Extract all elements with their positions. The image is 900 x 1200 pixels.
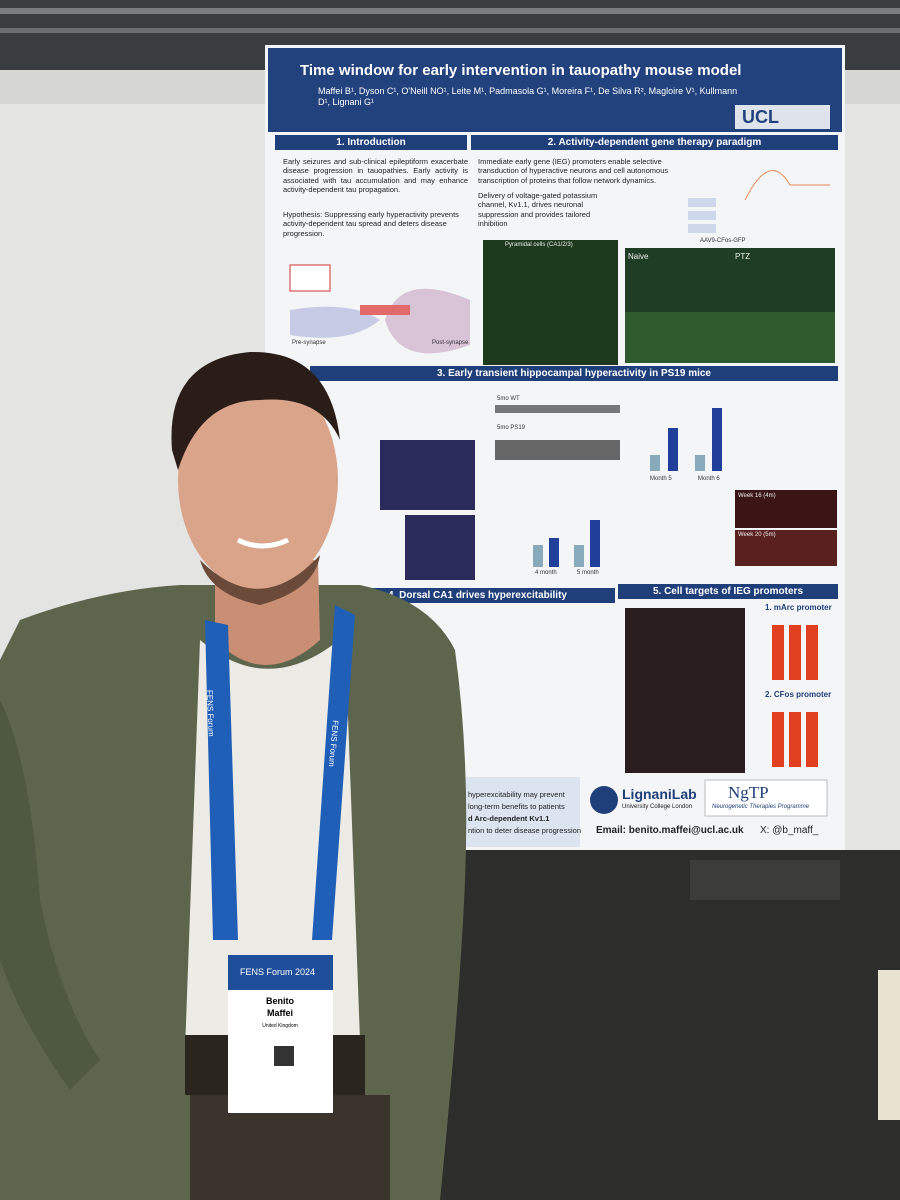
post-synapse — [385, 288, 470, 354]
lanyard-text: FENS Forum — [205, 690, 216, 737]
ceiling-beam — [0, 8, 900, 14]
label: AAV9-CFos-GFP — [700, 238, 746, 244]
bar-mark — [712, 408, 722, 471]
badge-event: FENS Forum 2024 — [240, 967, 315, 977]
histology — [625, 608, 745, 773]
bar-mark — [574, 545, 584, 567]
section-heading: 5. Cell targets of IEG promoters — [618, 584, 838, 599]
section-heading: 4. Dorsal CA1 drives hyperexcitability — [340, 588, 615, 603]
intro-text: Early seizures and sub-clinical epilepti… — [283, 157, 468, 195]
kv-box — [688, 198, 716, 207]
qr-code — [274, 1046, 294, 1066]
histology — [735, 490, 837, 528]
label: PTZ — [735, 252, 751, 261]
smile — [236, 537, 290, 549]
lanyard — [312, 605, 355, 940]
bar-mark — [668, 428, 678, 471]
conclusion-box — [465, 777, 580, 847]
label: 5mo PS19 — [497, 425, 526, 431]
label: Month 5 — [650, 476, 672, 482]
label: Month 6 — [698, 476, 720, 482]
kv-box — [688, 211, 716, 220]
badge-header — [228, 955, 333, 990]
label: 5mo WT — [497, 396, 520, 402]
kv-box — [688, 224, 716, 233]
histology — [735, 530, 837, 566]
lab-name: LignaniLab — [622, 786, 697, 802]
histology — [405, 515, 475, 580]
conclusion: hyperexcitability may prevent — [468, 790, 565, 799]
handle: X: @b_maff_ — [760, 825, 819, 836]
lab-logo — [590, 786, 618, 814]
label: 1. mArc promoter — [765, 603, 832, 612]
bar-mark — [789, 625, 801, 680]
histology — [380, 440, 475, 510]
lab-sub: University College London — [622, 804, 693, 810]
badge-last-name: Maffei — [267, 1008, 293, 1018]
bar-mark — [533, 545, 543, 567]
bar-mark — [772, 625, 784, 680]
badge-country: United Kingdom — [262, 1023, 298, 1029]
face — [178, 370, 338, 590]
hypothesis: Hypothesis: Suppressing early hyperactiv… — [283, 210, 459, 238]
bar-mark — [590, 520, 600, 567]
eeg-trace — [495, 405, 620, 413]
label: Post-synapse — [432, 340, 469, 346]
logo-box — [735, 105, 830, 129]
lanyard — [205, 620, 238, 940]
section-heading: 1. Introduction — [275, 135, 467, 150]
activity-curve — [744, 170, 830, 201]
bar-mark — [789, 712, 801, 767]
bar-mark — [806, 625, 818, 680]
conclusion: ntion to deter disease progression — [468, 826, 581, 835]
bag — [878, 970, 900, 1120]
label: Pyramidal cells (CA1/2/3) — [505, 242, 573, 248]
label: 4 month — [535, 570, 557, 576]
bar-mark — [650, 455, 660, 471]
poster-title: Time window for early intervention in ta… — [300, 62, 742, 79]
hair — [171, 351, 340, 470]
microscopy — [625, 312, 835, 363]
label: Week 16 (4m) — [738, 493, 776, 499]
conclusion: d Arc-dependent Kv1.1 — [468, 814, 550, 823]
section-text: Delivery of voltage-gated potassium chan… — [478, 191, 598, 229]
lanyard-text: FENS Forum — [327, 720, 340, 768]
bar-mark — [695, 455, 705, 471]
bar-mark — [772, 712, 784, 767]
ceiling-beam — [0, 28, 900, 33]
label: 2. CFos promoter — [765, 690, 832, 699]
poster-authors: Maffei B¹, Dyson C¹, O'Neill NO¹, Leite … — [318, 86, 738, 108]
microscopy — [483, 240, 618, 365]
eeg-trace — [495, 440, 620, 460]
trace-box — [289, 264, 331, 292]
logo: UCL — [742, 107, 779, 127]
label: Naive — [628, 252, 649, 261]
pre-synapse — [290, 306, 380, 338]
section-heading: 3. Early transient hippocampal hyperacti… — [310, 366, 838, 381]
beard — [200, 555, 320, 605]
email: Email: benito.maffei@ucl.ac.uk — [596, 825, 744, 836]
arm — [0, 700, 100, 1090]
bar-mark — [549, 538, 559, 567]
ngtp-sub: Neurogenetic Therapies Programme — [712, 804, 810, 810]
label: Pre-synapse — [292, 340, 326, 346]
section-text: Immediate early gene (IEG) promoters ena… — [478, 157, 669, 185]
section-heading: 2. Activity-dependent gene therapy parad… — [471, 135, 838, 150]
badge-first-name: Benito — [266, 996, 295, 1006]
floor-mat — [690, 860, 840, 900]
label: 5 month — [577, 570, 599, 576]
bar-mark — [806, 712, 818, 767]
ngtp-box — [704, 779, 828, 817]
conclusion: long-term benefits to patients — [468, 802, 565, 811]
label: Week 20 (5m) — [738, 532, 776, 538]
ngtp: NgTP — [728, 783, 769, 802]
arrow — [360, 305, 410, 315]
